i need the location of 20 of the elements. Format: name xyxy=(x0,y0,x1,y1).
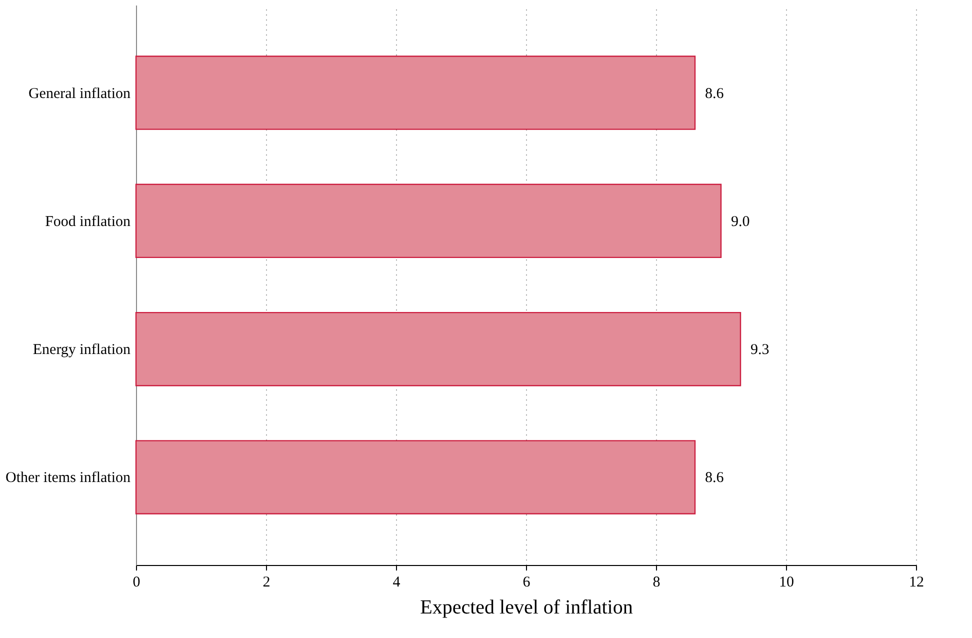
x-tick-label: 2 xyxy=(262,574,270,590)
x-axis-title: Expected level of inflation xyxy=(420,596,633,618)
y-tick-label: Food inflation xyxy=(45,214,131,230)
y-tick-label: Energy inflation xyxy=(32,342,131,358)
data-label: 8.6 xyxy=(705,470,724,486)
y-tick-label: Other items inflation xyxy=(6,470,131,486)
y-tick-label: General inflation xyxy=(28,86,131,102)
data-label: 9.3 xyxy=(750,342,770,358)
data-label: 9.0 xyxy=(731,214,750,230)
bar xyxy=(135,440,696,514)
x-tick-label: 10 xyxy=(779,574,794,590)
x-tick-label: 6 xyxy=(522,574,531,590)
x-tick-label: 4 xyxy=(392,574,401,590)
x-tick-label: 8 xyxy=(652,574,660,590)
x-tick-label: 12 xyxy=(909,574,924,590)
data-label: 8.6 xyxy=(705,86,724,102)
bar xyxy=(135,184,722,258)
bar xyxy=(135,56,696,130)
bar xyxy=(135,312,742,386)
x-tick-label: 0 xyxy=(132,574,140,590)
